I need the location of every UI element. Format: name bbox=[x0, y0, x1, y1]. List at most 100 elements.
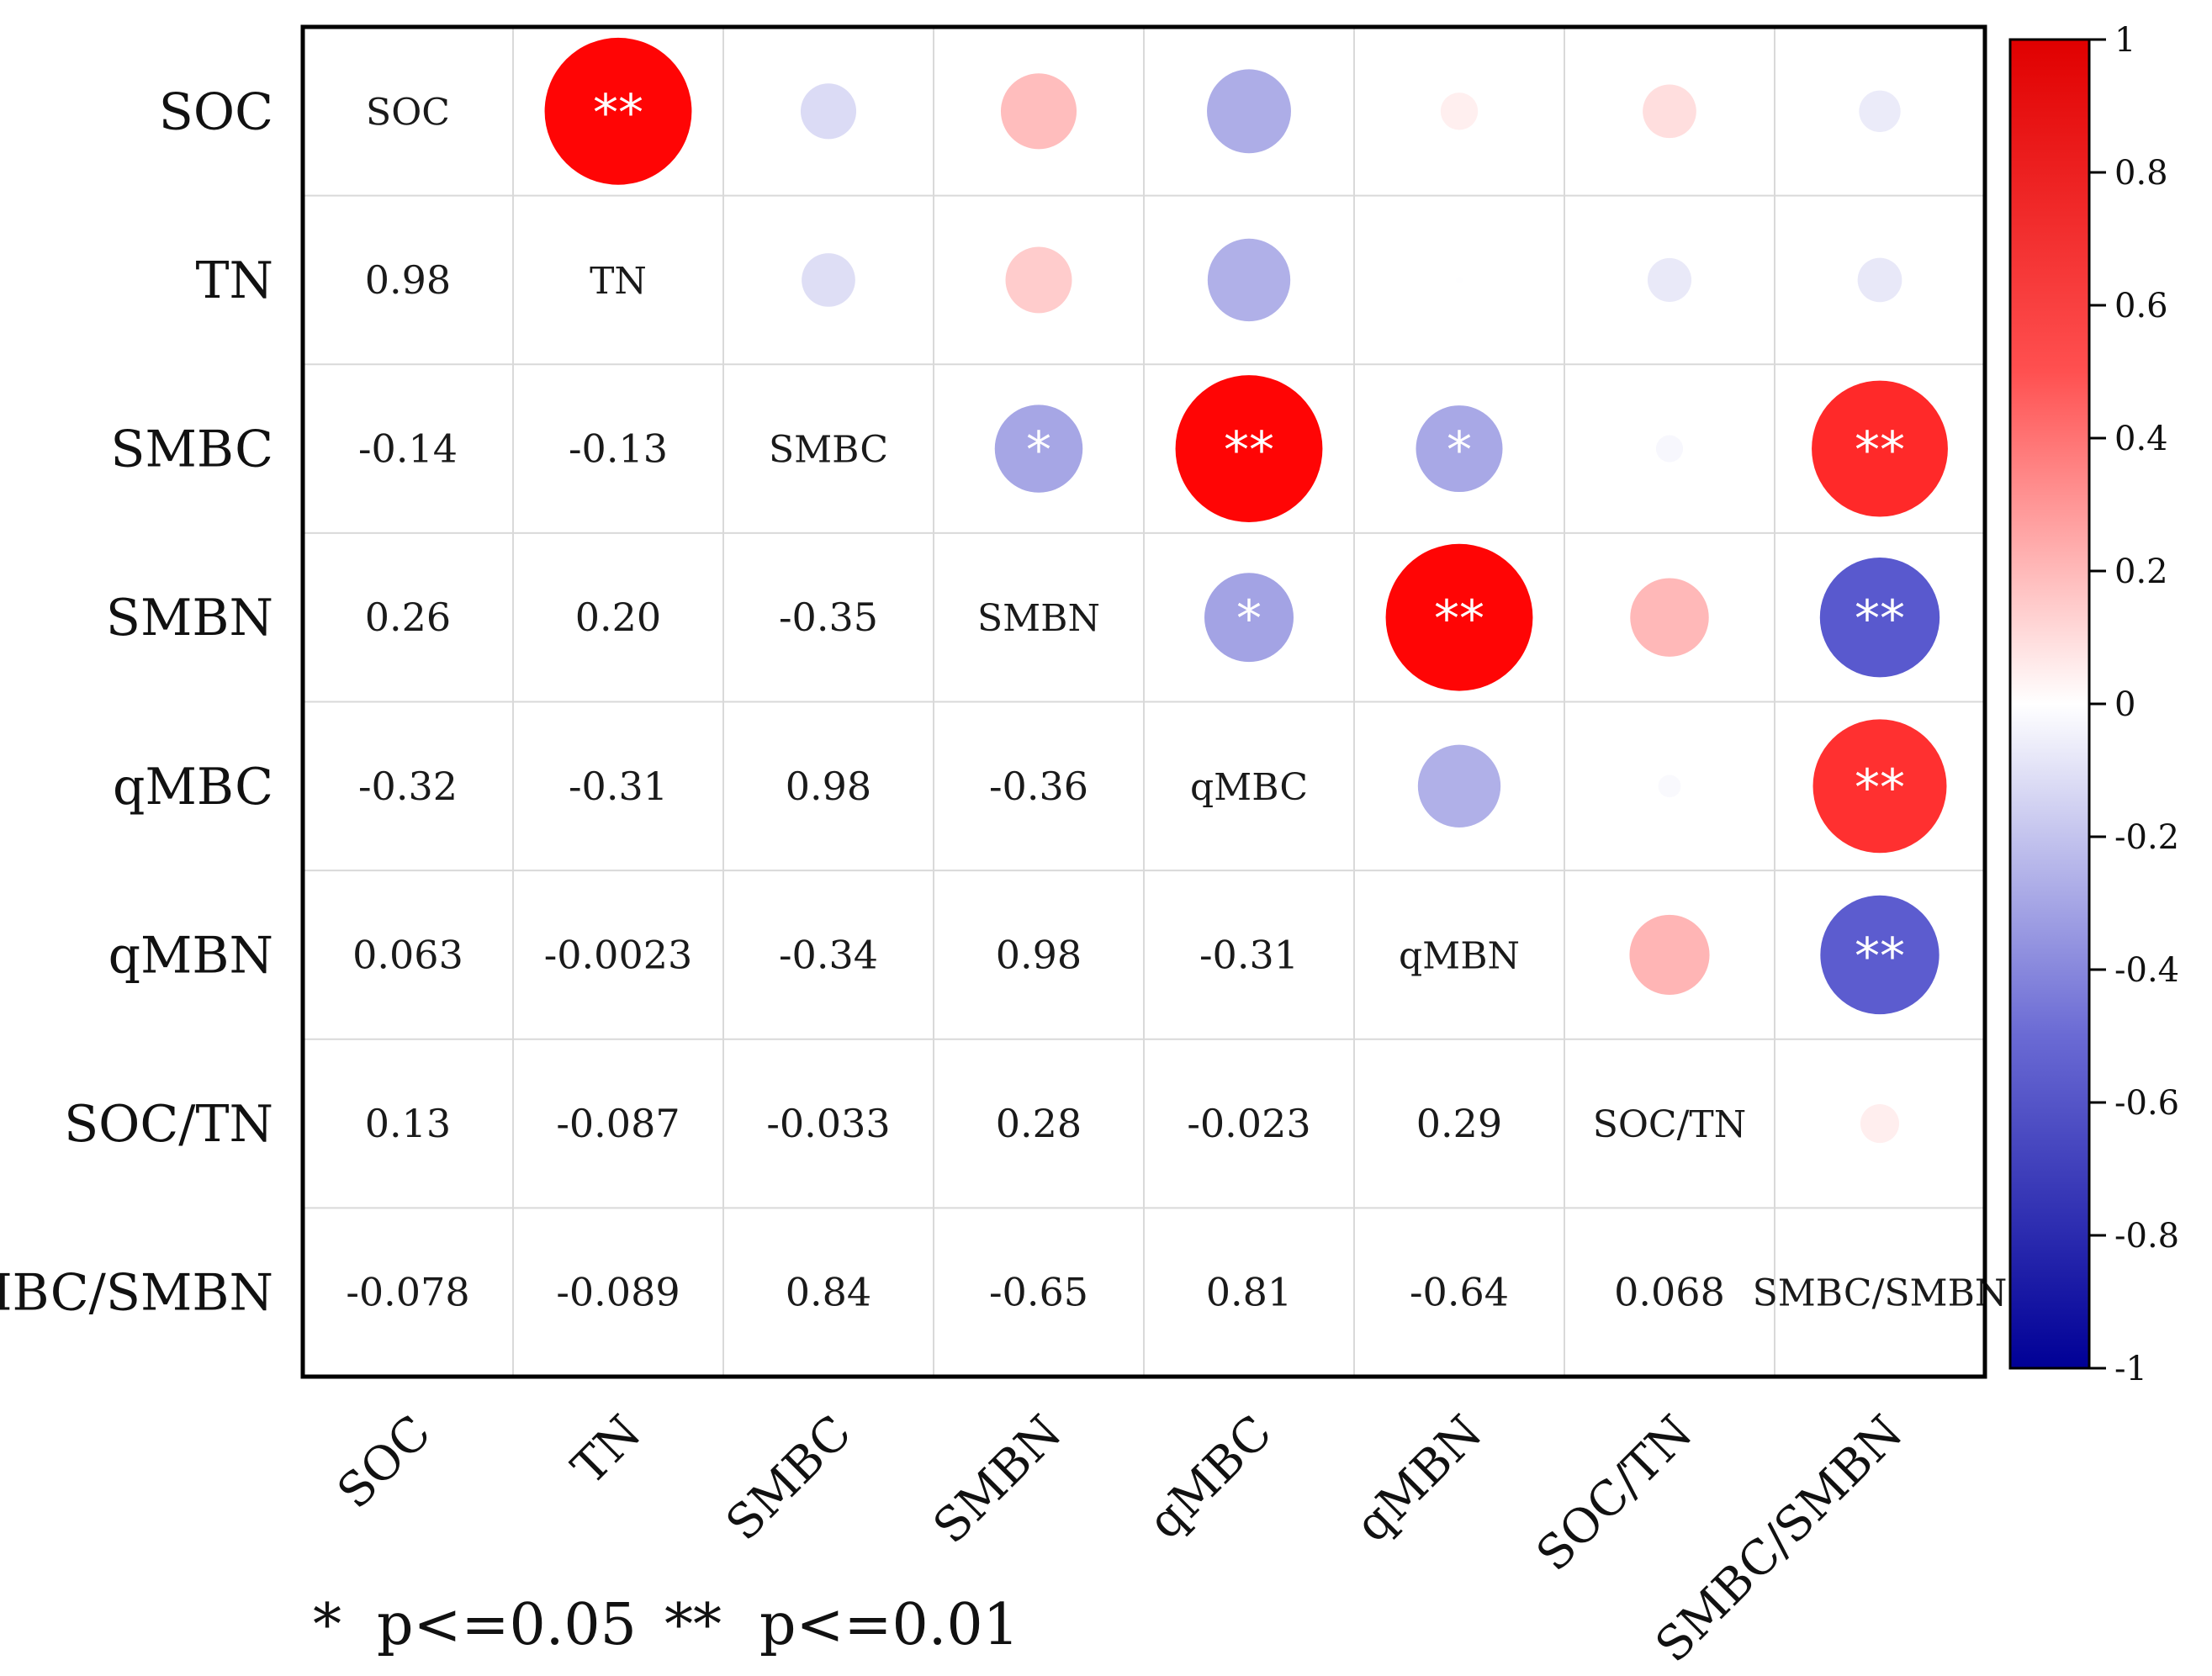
col-label-6: SOC/TN bbox=[1527, 1405, 1703, 1582]
corr-value-4-3: -0.36 bbox=[989, 764, 1088, 809]
col-label-5: qMBN bbox=[1345, 1405, 1493, 1553]
diag-label-4-4: qMBC bbox=[1190, 766, 1308, 809]
corr-circle-1-7 bbox=[1857, 257, 1902, 303]
cb-tick-label: 0.8 bbox=[2114, 154, 2168, 193]
diag-label-2-2: SMBC bbox=[769, 429, 888, 472]
corr-value-3-0: 0.26 bbox=[365, 595, 451, 640]
significance-legend: * p<=0.05 ** p<=0.01 bbox=[313, 1592, 1019, 1658]
diag-label-5-5: qMBN bbox=[1399, 934, 1520, 977]
correlation-circles bbox=[544, 37, 1948, 1144]
row-label-2: SMBC bbox=[110, 420, 273, 479]
corr-value-4-0: -0.32 bbox=[358, 764, 458, 809]
corr-value-6-5: 0.29 bbox=[1416, 1101, 1502, 1146]
colorbar-gradient bbox=[2008, 38, 2091, 1370]
corr-circle-1-6 bbox=[1647, 257, 1692, 302]
corr-circle-0-4 bbox=[1207, 69, 1291, 154]
row-label-1: TN bbox=[195, 251, 273, 310]
corr-circle-3-5 bbox=[1385, 543, 1533, 691]
corr-value-7-1: -0.089 bbox=[556, 1270, 680, 1315]
corr-circle-4-7 bbox=[1812, 719, 1947, 854]
corr-circle-0-1 bbox=[544, 37, 692, 185]
sig-mark-2-7: ** bbox=[1855, 421, 1905, 480]
corr-circle-0-6 bbox=[1643, 84, 1696, 139]
corr-value-4-2: 0.98 bbox=[786, 764, 871, 809]
corr-circle-1-5 bbox=[1455, 276, 1463, 284]
row-label-4: qMBC bbox=[113, 758, 273, 817]
sig-mark-3-4: * bbox=[1236, 590, 1262, 648]
corr-circle-5-6 bbox=[1629, 914, 1710, 995]
corr-value-7-3: -0.65 bbox=[989, 1270, 1088, 1315]
corr-value-6-3: 0.28 bbox=[996, 1101, 1082, 1146]
sig-mark-2-3: * bbox=[1026, 421, 1051, 480]
col-label-2: SMBC bbox=[716, 1405, 862, 1552]
corr-circle-4-5 bbox=[1417, 744, 1501, 827]
corr-circle-0-5 bbox=[1440, 93, 1479, 130]
grid-lines bbox=[303, 27, 1985, 1377]
sig-mark-4-7: ** bbox=[1855, 759, 1905, 817]
corr-circle-2-7 bbox=[1812, 380, 1948, 517]
matrix-frame bbox=[300, 24, 1987, 1379]
cb-tick-label: 0 bbox=[2114, 685, 2135, 724]
cb-tick-label: -0.4 bbox=[2114, 951, 2179, 990]
corr-value-2-0: -0.14 bbox=[358, 426, 458, 472]
row-label-0: SOC bbox=[159, 82, 273, 141]
corr-circle-2-6 bbox=[1655, 435, 1684, 463]
diag-label-3-3: SMBN bbox=[977, 597, 1100, 640]
corr-value-5-0: 0.063 bbox=[352, 932, 463, 977]
colorbar-ticks: 1 0.8 0.6 0.4 0.2 0 -0.2 -0.4 -0.6 -0.8 -1 bbox=[2089, 21, 2179, 1388]
corr-value-6-0: 0.13 bbox=[365, 1101, 451, 1146]
cb-tick-label: -0.6 bbox=[2114, 1084, 2179, 1123]
sig-mark-5-7: ** bbox=[1855, 927, 1905, 986]
corr-circle-3-7 bbox=[1819, 557, 1940, 678]
correlation-values: SOC **0.98 TN-0.14 -0.13 SMBC * ** * **0.26 0.20-… bbox=[346, 83, 2007, 1314]
corr-value-2-1: -0.13 bbox=[569, 426, 668, 472]
sig-mark-3-5: ** bbox=[1434, 590, 1484, 648]
corr-value-7-2: 0.84 bbox=[786, 1270, 871, 1315]
corr-circle-1-2 bbox=[802, 253, 855, 307]
col-label-4: qMBC bbox=[1138, 1405, 1283, 1550]
corr-circle-1-4 bbox=[1207, 238, 1291, 322]
corr-value-7-4: 0.81 bbox=[1206, 1270, 1292, 1315]
cb-tick-label: 1 bbox=[2114, 21, 2135, 60]
sig-mark-0-1: ** bbox=[593, 83, 643, 142]
legend-double-star: ** bbox=[664, 1592, 722, 1658]
diag-label-1-1: TN bbox=[590, 260, 647, 303]
corr-value-7-0: -0.078 bbox=[346, 1270, 469, 1315]
row-labels: SOC TN SMBC SMBN qMBC qMBN SOC/TN SMBC/SMBN bbox=[0, 82, 273, 1322]
cb-tick-label: -0.8 bbox=[2114, 1217, 2179, 1256]
corr-circle-2-5 bbox=[1416, 405, 1503, 493]
corr-value-1-0: 0.98 bbox=[365, 257, 451, 303]
corr-circle-4-6 bbox=[1658, 775, 1681, 798]
cb-tick-label: -0.2 bbox=[2114, 818, 2179, 857]
corr-value-6-4: -0.023 bbox=[1187, 1101, 1310, 1146]
sig-mark-2-5: * bbox=[1447, 421, 1472, 480]
row-label-6: SOC/TN bbox=[64, 1095, 273, 1154]
corr-circle-2-3 bbox=[994, 404, 1083, 493]
corr-value-6-2: -0.033 bbox=[766, 1101, 890, 1146]
corr-circle-5-7 bbox=[1820, 895, 1939, 1015]
corr-circle-2-4 bbox=[1175, 375, 1323, 522]
sig-mark-2-4: ** bbox=[1224, 421, 1274, 480]
corr-circle-0-2 bbox=[800, 83, 857, 140]
sig-mark-3-7: ** bbox=[1855, 590, 1905, 648]
corr-circle-0-7 bbox=[1859, 90, 1901, 132]
col-label-1: TN bbox=[562, 1405, 652, 1495]
row-label-3: SMBN bbox=[106, 589, 273, 648]
legend-single-star: * bbox=[313, 1592, 341, 1658]
corr-value-6-1: -0.087 bbox=[556, 1101, 680, 1146]
corr-value-5-3: 0.98 bbox=[996, 932, 1082, 977]
corr-value-5-2: -0.34 bbox=[779, 932, 878, 977]
corr-value-4-1: -0.31 bbox=[569, 764, 668, 809]
col-label-0: SOC bbox=[327, 1405, 442, 1520]
row-label-7: SMBC/SMBN bbox=[0, 1264, 273, 1323]
col-label-3: SMBN bbox=[923, 1405, 1072, 1554]
diag-label-6-6: SOC/TN bbox=[1593, 1103, 1747, 1146]
diag-label-7-7: SMBC/SMBN bbox=[1753, 1272, 2008, 1315]
row-label-5: qMBN bbox=[108, 926, 273, 985]
corr-value-5-4: -0.31 bbox=[1199, 932, 1299, 977]
corr-circle-3-6 bbox=[1630, 578, 1709, 657]
cb-tick-label: 0.4 bbox=[2114, 420, 2168, 458]
corr-circle-0-3 bbox=[1000, 73, 1077, 150]
legend-single-star-label: p<=0.05 bbox=[377, 1592, 637, 1658]
